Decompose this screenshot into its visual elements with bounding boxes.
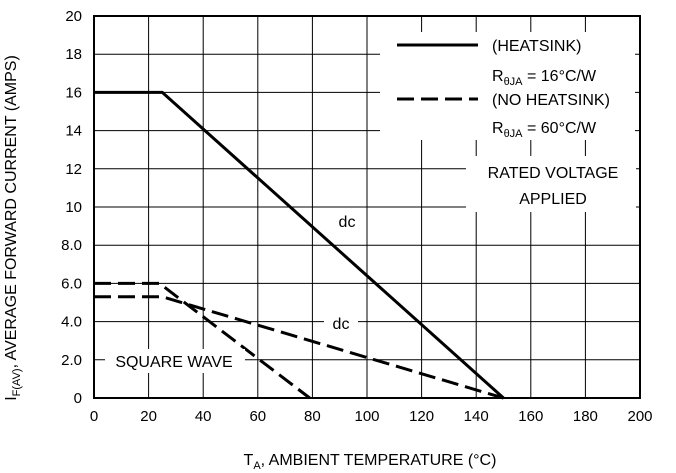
x-tick-label: 120 — [409, 408, 434, 425]
y-tick-label: 0 — [74, 390, 82, 407]
x-tick-labels: 0 20 40 60 80 100 120 140 160 180 200 — [90, 408, 653, 425]
dc-heatsink-label: dc — [339, 214, 356, 231]
y-tick-label: 16 — [65, 84, 82, 101]
rated-voltage-note: RATED VOLTAGE APPLIED — [466, 156, 636, 212]
dc-no-heatsink-label: dc — [333, 316, 350, 333]
y-tick-label: 12 — [65, 161, 82, 178]
x-tick-label: 100 — [354, 408, 379, 425]
rated-voltage-line2: APPLIED — [519, 191, 587, 208]
y-tick-labels: 0 2.0 4.0 6.0 8.0 10 12 14 16 18 20 — [61, 8, 82, 407]
rated-voltage-line1: RATED VOLTAGE — [488, 165, 619, 182]
legend-background — [380, 32, 635, 140]
y-tick-label: 6.0 — [61, 275, 82, 292]
series-line-1 — [94, 295, 504, 400]
y-tick-label: 10 — [65, 199, 82, 216]
rated-voltage-background — [466, 156, 636, 212]
legend-param-heatsink: RθJA = 16°C/W — [492, 68, 597, 88]
x-tick-label: 160 — [518, 408, 543, 425]
y-axis-title: IF(AV), AVERAGE FORWARD CURRENT (AMPS) — [3, 55, 23, 401]
square-wave-label: SQUARE WAVE — [115, 354, 232, 371]
series-line-0 — [94, 90, 505, 400]
x-tick-label: 200 — [627, 408, 652, 425]
x-tick-label: 20 — [140, 408, 157, 425]
y-tick-label: 18 — [65, 46, 82, 63]
x-tick-label: 140 — [464, 408, 489, 425]
y-tick-label: 14 — [65, 123, 82, 140]
x-tick-label: 60 — [249, 408, 266, 425]
series-layer — [94, 90, 505, 400]
x-tick-label: 80 — [304, 408, 321, 425]
dc-heatsink-background — [330, 210, 364, 232]
dc-no-heatsink-background — [324, 312, 358, 334]
x-axis-title: TA, AMBIENT TEMPERATURE (°C) — [244, 452, 497, 472]
x-tick-label: 180 — [573, 408, 598, 425]
x-tick-label: 0 — [90, 408, 98, 425]
series-line-2 — [94, 281, 311, 400]
y-tick-label: 8.0 — [61, 237, 82, 254]
plot-frame — [93, 15, 641, 399]
y-tick-label: 4.0 — [61, 314, 82, 331]
legend: (HEATSINK) RθJA = 16°C/W (NO HEATSINK) R… — [380, 32, 635, 140]
square-wave-background — [105, 349, 245, 373]
y-tick-label: 2.0 — [61, 352, 82, 369]
x-tick-label: 40 — [195, 408, 212, 425]
legend-label-no-heatsink: (NO HEATSINK) — [492, 92, 610, 109]
legend-label-heatsink: (HEATSINK) — [492, 38, 581, 55]
y-tick-label: 20 — [65, 8, 82, 25]
legend-param-no-heatsink: RθJA = 60°C/W — [492, 120, 597, 140]
